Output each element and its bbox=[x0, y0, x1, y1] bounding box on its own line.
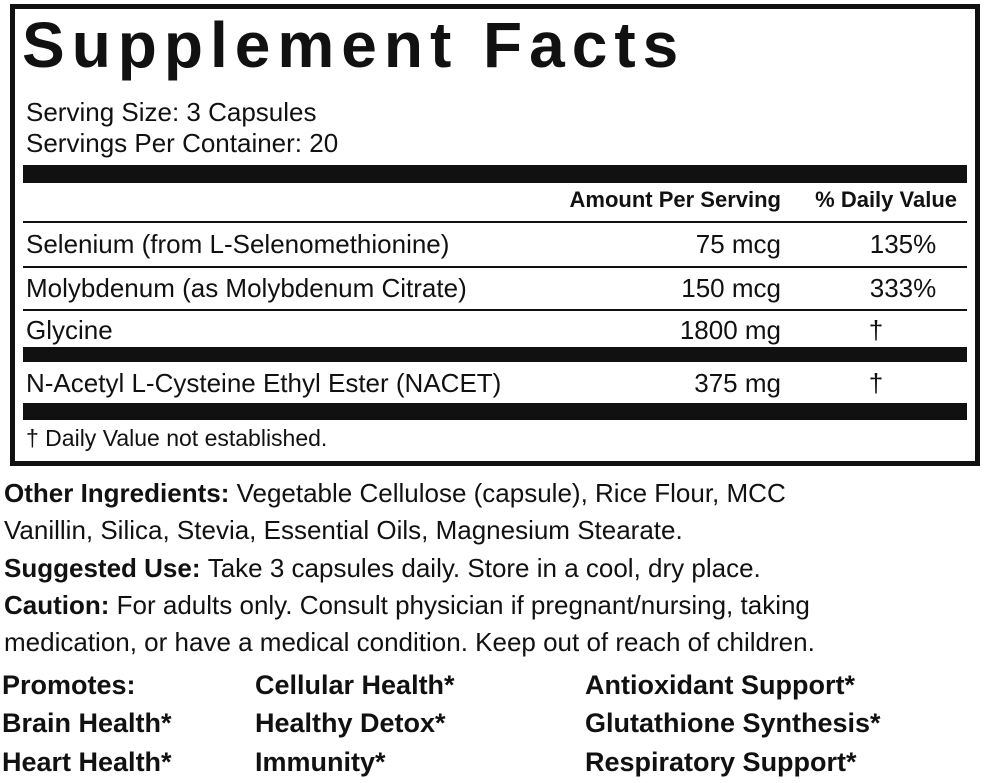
ingredient-amount: 150 mcg bbox=[681, 273, 781, 303]
label: Caution: bbox=[4, 590, 117, 620]
ingredient-amount: 375 mg bbox=[694, 368, 781, 398]
amount-header: Amount Per Serving bbox=[569, 187, 781, 212]
footnote: † Daily Value not established. bbox=[26, 425, 328, 451]
rule bbox=[23, 309, 967, 311]
text: Vanillin, Silica, Stevia, Essential Oils… bbox=[4, 515, 683, 545]
servings-per-container: Servings Per Container: 20 bbox=[26, 128, 339, 158]
text: Vegetable Cellulose (capsule), Rice Flou… bbox=[236, 478, 786, 508]
ingredient-dv: † bbox=[868, 315, 884, 345]
paragraph-line: Caution: For adults only. Consult physic… bbox=[4, 590, 810, 620]
promotes-item: Glutathione Synthesis* bbox=[585, 708, 881, 738]
text: Take 3 capsules daily. Store in a cool, … bbox=[207, 553, 761, 583]
text: medication, or have a medical condition.… bbox=[4, 627, 815, 657]
ingredient-dv: 135% bbox=[869, 229, 937, 259]
ingredient-amount: 75 mcg bbox=[695, 229, 781, 259]
rule bbox=[23, 266, 967, 268]
label: Suggested Use: bbox=[4, 553, 208, 583]
paragraph-line: Other Ingredients: Vegetable Cellulose (… bbox=[4, 478, 786, 508]
ingredient-dv: † bbox=[868, 368, 884, 398]
label-box bbox=[10, 4, 980, 466]
paragraph-line: Suggested Use: Take 3 capsules daily. St… bbox=[4, 553, 761, 583]
promotes-item: Antioxidant Support* bbox=[585, 670, 855, 700]
promotes-item: Cellular Health* bbox=[255, 670, 455, 700]
rule bbox=[23, 403, 967, 420]
ingredient-amount: 1800 mg bbox=[679, 315, 781, 345]
promotes-item: Respiratory Support* bbox=[585, 747, 857, 777]
text: For adults only. Consult physician if pr… bbox=[116, 590, 810, 620]
paragraph-line: Vanillin, Silica, Stevia, Essential Oils… bbox=[4, 515, 683, 545]
title: Supplement Facts bbox=[22, 9, 686, 81]
ingredient-name: Selenium (from L-Selenomethionine) bbox=[26, 229, 450, 259]
rule bbox=[23, 221, 967, 223]
ingredient-dv: 333% bbox=[869, 273, 937, 303]
promotes-item: Brain Health* bbox=[2, 708, 172, 738]
promotes-item: Promotes: bbox=[2, 670, 136, 700]
ingredient-name: Molybdenum (as Molybdenum Citrate) bbox=[26, 273, 467, 303]
ingredient-name: N-Acetyl L-Cysteine Ethyl Ester (NACET) bbox=[26, 368, 502, 398]
thick-rule bbox=[23, 165, 967, 183]
ingredient-name: Glycine bbox=[26, 315, 113, 345]
promotes-item: Immunity* bbox=[255, 747, 386, 777]
paragraph-line: medication, or have a medical condition.… bbox=[4, 627, 815, 657]
rule bbox=[23, 347, 967, 362]
promotes-item: Healthy Detox* bbox=[255, 708, 446, 738]
promotes-item: Heart Health* bbox=[2, 747, 172, 777]
label: Other Ingredients: bbox=[4, 478, 237, 508]
dv-header: % Daily Value bbox=[815, 187, 957, 212]
serving-size: Serving Size: 3 Capsules bbox=[26, 97, 317, 127]
